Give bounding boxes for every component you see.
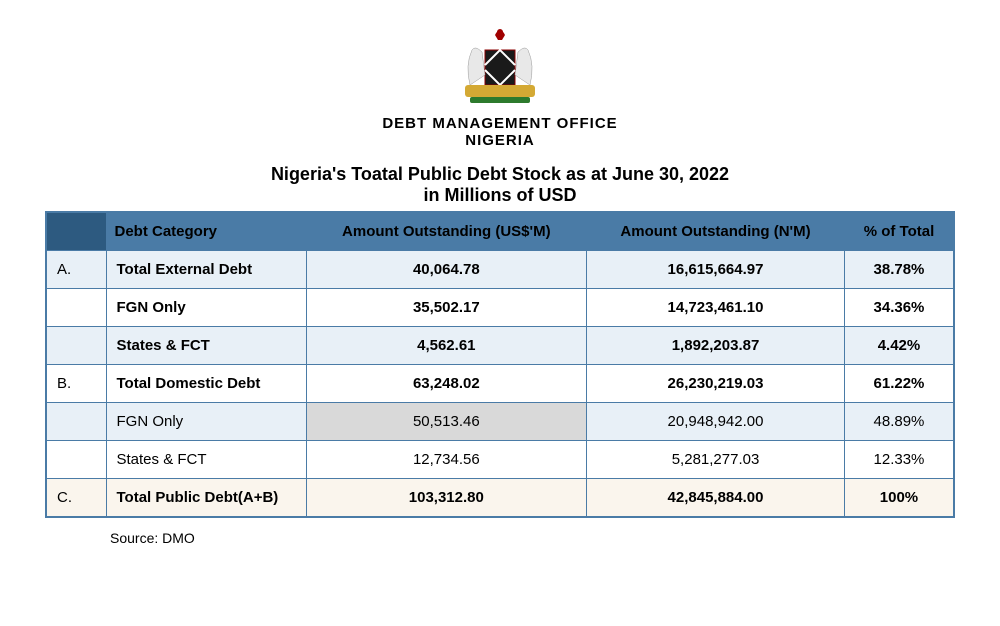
cell-pct: 38.78% — [844, 251, 954, 289]
cell-usd: 50,513.46 — [306, 403, 587, 441]
cell-index — [46, 441, 106, 479]
cell-pct: 12.33% — [844, 441, 954, 479]
cell-nm: 14,723,461.10 — [587, 289, 845, 327]
cell-nm: 16,615,664.97 — [587, 251, 845, 289]
cell-index — [46, 403, 106, 441]
table-row: C.Total Public Debt(A+B)103,312.8042,845… — [46, 479, 954, 518]
cell-nm: 5,281,277.03 — [587, 441, 845, 479]
col-pct: % of Total — [844, 212, 954, 251]
cell-index: C. — [46, 479, 106, 518]
cell-nm: 20,948,942.00 — [587, 403, 845, 441]
cell-pct: 4.42% — [844, 327, 954, 365]
cell-category: Total Public Debt(A+B) — [106, 479, 306, 518]
cell-nm: 26,230,219.03 — [587, 365, 845, 403]
cell-category: Total External Debt — [106, 251, 306, 289]
cell-category: States & FCT — [106, 441, 306, 479]
page-subtitle: in Millions of USD — [30, 185, 970, 206]
cell-usd: 40,064.78 — [306, 251, 587, 289]
coat-of-arms-logo — [450, 20, 550, 105]
table-row: FGN Only35,502.1714,723,461.1034.36% — [46, 289, 954, 327]
cell-index — [46, 289, 106, 327]
col-category: Debt Category — [106, 212, 306, 251]
cell-nm: 42,845,884.00 — [587, 479, 845, 518]
table-row: A.Total External Debt40,064.7816,615,664… — [46, 251, 954, 289]
cell-index: B. — [46, 365, 106, 403]
cell-pct: 100% — [844, 479, 954, 518]
org-name-line2: NIGERIA — [30, 132, 970, 149]
col-nm: Amount Outstanding (N'M) — [587, 212, 845, 251]
cell-usd: 35,502.17 — [306, 289, 587, 327]
cell-usd: 12,734.56 — [306, 441, 587, 479]
cell-usd: 63,248.02 — [306, 365, 587, 403]
cell-category: FGN Only — [106, 403, 306, 441]
col-blank — [46, 212, 106, 251]
cell-category: Total Domestic Debt — [106, 365, 306, 403]
cell-nm: 1,892,203.87 — [587, 327, 845, 365]
debt-table: Debt Category Amount Outstanding (US$'M)… — [45, 211, 955, 518]
header-section: DEBT MANAGEMENT OFFICE NIGERIA — [30, 20, 970, 149]
table-row: B.Total Domestic Debt63,248.0226,230,219… — [46, 365, 954, 403]
cell-usd: 4,562.61 — [306, 327, 587, 365]
cell-category: States & FCT — [106, 327, 306, 365]
page-title: Nigeria's Toatal Public Debt Stock as at… — [30, 164, 970, 185]
cell-usd: 103,312.80 — [306, 479, 587, 518]
org-name-line1: DEBT MANAGEMENT OFFICE — [30, 115, 970, 132]
col-usd: Amount Outstanding (US$'M) — [306, 212, 587, 251]
source-note: Source: DMO — [110, 530, 970, 546]
table-row: States & FCT4,562.611,892,203.874.42% — [46, 327, 954, 365]
table-row: FGN Only50,513.4620,948,942.0048.89% — [46, 403, 954, 441]
table-row: States & FCT12,734.565,281,277.0312.33% — [46, 441, 954, 479]
cell-pct: 34.36% — [844, 289, 954, 327]
cell-index: A. — [46, 251, 106, 289]
cell-pct: 48.89% — [844, 403, 954, 441]
cell-pct: 61.22% — [844, 365, 954, 403]
cell-category: FGN Only — [106, 289, 306, 327]
cell-index — [46, 327, 106, 365]
table-header-row: Debt Category Amount Outstanding (US$'M)… — [46, 212, 954, 251]
